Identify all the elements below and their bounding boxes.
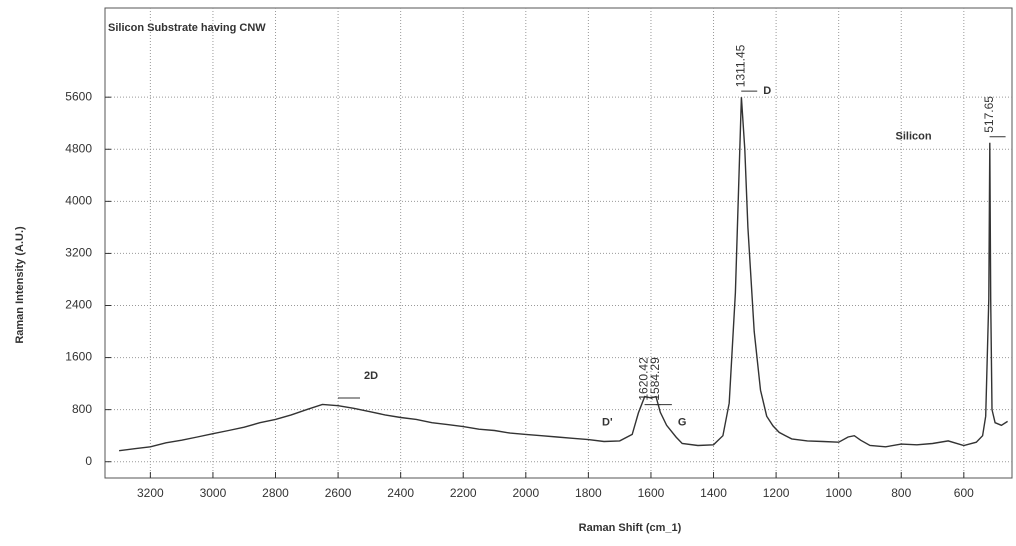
plot-frame	[104, 7, 1013, 479]
peak-value: 1584.29	[648, 357, 662, 401]
peak-name: D	[763, 85, 771, 97]
x-tick-label: 1800	[575, 486, 602, 500]
y-tick-label: 5600	[65, 89, 92, 103]
x-tick-label: 2200	[450, 486, 477, 500]
y-tick-label: 3200	[65, 246, 92, 260]
y-tick-label: 2400	[65, 298, 92, 312]
y-tick-label: 1600	[65, 350, 92, 364]
y-tick-label: 800	[72, 402, 92, 416]
x-axis-label: Raman Shift (cm_1)	[579, 522, 682, 534]
x-tick-label: 2000	[512, 486, 539, 500]
x-tick-label: 2600	[325, 486, 352, 500]
peak-value: 517.65	[982, 96, 996, 133]
peak-value: 1620.42	[637, 357, 651, 401]
spectrum-line	[119, 97, 1008, 452]
x-tick-label: 1400	[700, 486, 727, 500]
x-tick-label: 800	[891, 486, 911, 500]
peak-value: 1311.45	[733, 44, 747, 87]
x-tick-label: 1000	[825, 486, 852, 500]
y-tick-label: 4800	[65, 141, 92, 155]
peak-name: Silicon	[896, 131, 932, 143]
x-tick-label: 2800	[262, 486, 289, 500]
chart-title: Silicon Substrate having CNW	[108, 22, 266, 34]
x-tick-label: 1600	[638, 486, 665, 500]
x-tick-label: 2400	[387, 486, 414, 500]
peak-name: D'	[602, 417, 613, 429]
x-tick-label: 3200	[137, 486, 164, 500]
y-tick-label: 4000	[65, 194, 92, 208]
x-tick-label: 600	[954, 486, 974, 500]
x-tick-label: 3000	[200, 486, 227, 500]
y-axis-label: Raman Intensity (A.U.)	[14, 226, 26, 344]
peak-name: G	[678, 417, 687, 429]
annotation: 2D	[364, 370, 378, 382]
y-tick-label: 0	[85, 454, 92, 468]
x-tick-label: 1200	[763, 486, 790, 500]
